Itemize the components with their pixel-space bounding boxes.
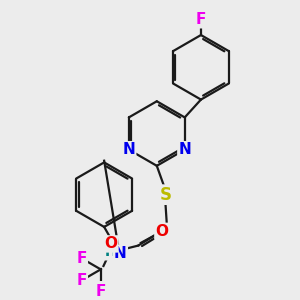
Text: F: F <box>76 273 87 288</box>
Text: F: F <box>76 251 87 266</box>
Text: H: H <box>105 245 117 260</box>
Text: N: N <box>114 246 127 261</box>
Text: N: N <box>178 142 191 157</box>
Text: O: O <box>155 224 168 239</box>
Text: N: N <box>122 142 135 157</box>
Text: F: F <box>96 284 106 299</box>
Text: O: O <box>104 236 117 251</box>
Text: F: F <box>196 12 206 27</box>
Text: S: S <box>159 186 171 204</box>
